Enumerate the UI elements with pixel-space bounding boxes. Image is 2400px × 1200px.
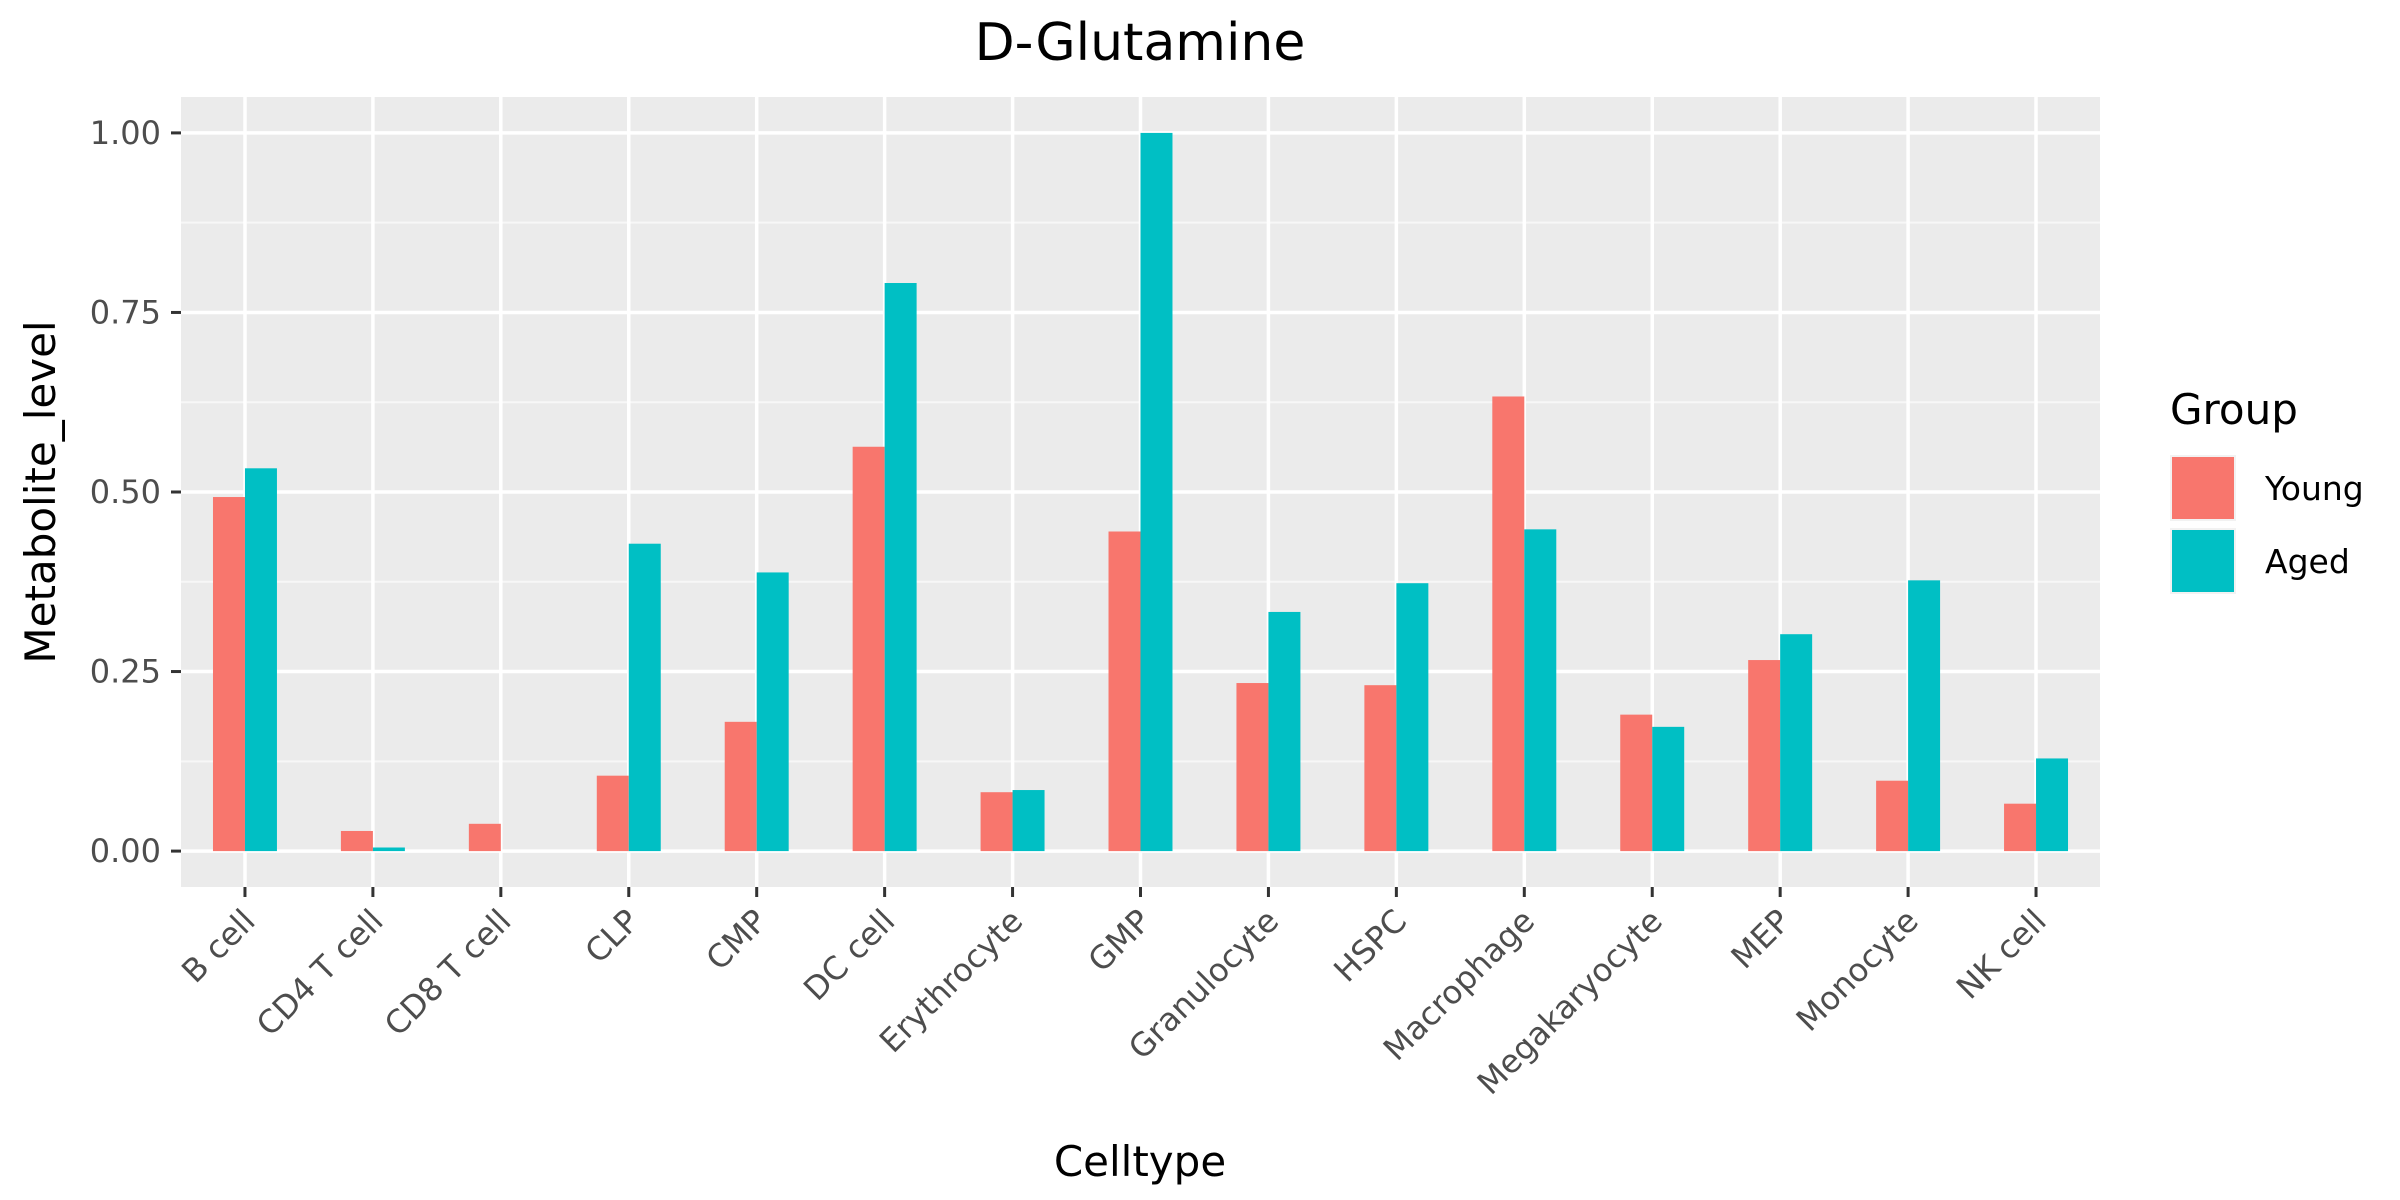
y-tick-label: 1.00: [90, 114, 161, 152]
y-axis: 0.00 0.25 0.50 0.75 1.00: [90, 114, 181, 870]
bar-aged-granulocyte: [1268, 611, 1301, 852]
bar-aged-dc-cell: [884, 283, 917, 852]
bars: [212, 132, 2069, 852]
x-tick-label: CMP: [699, 902, 775, 978]
x-tick-label: HSPC: [1326, 902, 1414, 990]
y-tick-label: 0.25: [90, 653, 161, 691]
legend-label-aged: Aged: [2265, 542, 2350, 581]
bar-aged-megakaryocyte: [1652, 726, 1685, 852]
bar-young-nk-cell: [2004, 803, 2037, 852]
y-tick-label: 0.50: [90, 473, 161, 511]
bar-young-granulocyte: [1236, 683, 1269, 852]
y-axis-title: Metabolite_level: [16, 320, 65, 663]
x-tick-label: B cell: [174, 902, 263, 991]
bar-aged-clp: [628, 543, 661, 852]
bar-young-cmp: [724, 721, 757, 852]
bar-aged-macrophage: [1524, 529, 1557, 852]
bar-young-clp: [596, 775, 629, 852]
x-tick-label: NK cell: [1949, 902, 2054, 1007]
x-tick-label: CD8 T cell: [377, 902, 519, 1044]
bar-young-dc-cell: [852, 446, 885, 852]
bar-aged-cmp: [756, 572, 789, 852]
x-tick-label: DC cell: [796, 902, 902, 1008]
x-tick-label: MEP: [1723, 902, 1797, 976]
legend-swatch-young: [2172, 457, 2234, 519]
bar-aged-hspc: [1396, 583, 1429, 852]
y-tick-label: 0.00: [90, 832, 161, 870]
bar-aged-gmp: [1140, 132, 1173, 852]
legend: Group Young Aged: [2170, 385, 2364, 594]
bar-young-megakaryocyte: [1620, 714, 1653, 852]
bar-young-cd4-t-cell: [340, 830, 373, 852]
y-tick-label: 0.75: [90, 293, 161, 331]
bar-young-hspc: [1364, 685, 1397, 852]
bar-aged-monocyte: [1908, 580, 1941, 852]
bar-aged-erythrocyte: [1012, 790, 1045, 852]
x-tick-label: GMP: [1081, 902, 1159, 980]
bar-aged-cd4-t-cell: [372, 847, 405, 852]
legend-label-young: Young: [2264, 469, 2364, 508]
x-axis-title: Celltype: [1054, 1137, 1226, 1186]
x-tick-label: Monocyte: [1789, 902, 1926, 1039]
bar-young-gmp: [1108, 531, 1141, 852]
bar-young-erythrocyte: [980, 792, 1013, 852]
bar-young-b-cell: [212, 497, 245, 852]
bar-young-monocyte: [1876, 780, 1909, 852]
bar-aged-b-cell: [244, 468, 277, 852]
bar-young-mep: [1748, 660, 1781, 852]
bar-aged-mep: [1780, 634, 1813, 852]
bar-aged-nk-cell: [2036, 758, 2069, 852]
chart-title: D-Glutamine: [975, 13, 1306, 73]
bar-young-cd8-t-cell: [468, 823, 501, 852]
legend-swatch-aged: [2172, 530, 2234, 592]
bar-young-macrophage: [1492, 396, 1525, 852]
x-tick-label: CD4 T cell: [249, 902, 391, 1044]
legend-title: Group: [2170, 385, 2298, 434]
x-tick-label: CLP: [578, 902, 647, 971]
